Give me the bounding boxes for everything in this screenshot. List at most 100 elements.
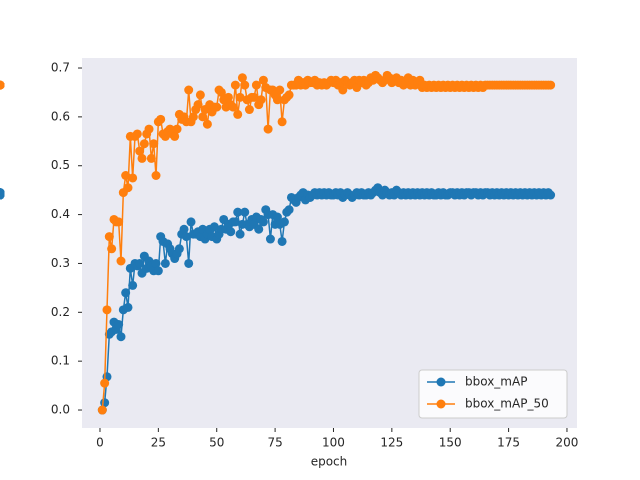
marker — [102, 305, 112, 315]
marker — [263, 124, 273, 134]
legend-marker — [436, 377, 446, 387]
y-tick-label: 0.7 — [51, 61, 70, 75]
marker — [151, 258, 161, 268]
y-tick-label: 0.3 — [51, 256, 70, 270]
marker — [275, 85, 285, 95]
marker — [235, 229, 245, 239]
marker — [226, 227, 236, 237]
marker — [240, 80, 250, 90]
marker — [172, 124, 182, 134]
marker — [186, 217, 196, 227]
marker — [151, 171, 161, 181]
marker — [121, 288, 131, 298]
marker — [249, 92, 259, 102]
marker — [223, 92, 233, 102]
marker — [135, 258, 145, 268]
marker — [230, 217, 240, 227]
marker — [546, 190, 556, 200]
x-tick-label: 150 — [439, 436, 462, 450]
marker — [0, 190, 5, 200]
y-tick-label: 0.6 — [51, 109, 70, 123]
marker — [123, 183, 133, 193]
marker — [235, 92, 245, 102]
y-tick-label: 0.0 — [51, 403, 70, 417]
marker — [258, 75, 268, 85]
marker — [156, 114, 166, 124]
marker — [284, 205, 294, 215]
marker — [146, 153, 156, 163]
marker — [272, 95, 282, 105]
legend-label: bbox_mAP — [465, 375, 527, 389]
marker — [254, 224, 264, 234]
marker — [100, 378, 110, 388]
marker — [123, 302, 133, 312]
marker — [160, 258, 170, 268]
marker — [114, 320, 124, 330]
marker — [277, 236, 287, 246]
y-tick-label: 0.2 — [51, 305, 70, 319]
marker — [209, 222, 219, 232]
marker — [107, 244, 117, 254]
marker — [251, 80, 261, 90]
marker — [184, 258, 194, 268]
marker — [233, 109, 243, 119]
marker — [0, 80, 5, 90]
marker — [195, 90, 205, 100]
marker — [202, 119, 212, 129]
y-tick-label: 0.1 — [51, 354, 70, 368]
marker — [153, 266, 163, 276]
marker — [97, 405, 107, 415]
x-tick-label: 25 — [151, 436, 166, 450]
marker — [170, 131, 180, 141]
marker — [188, 112, 198, 122]
marker — [116, 256, 126, 266]
marker — [149, 139, 159, 149]
marker — [174, 244, 184, 254]
x-tick-label: 75 — [267, 436, 282, 450]
marker — [121, 171, 131, 181]
x-tick-label: 175 — [497, 436, 520, 450]
x-tick-label: 200 — [556, 436, 579, 450]
marker — [277, 117, 287, 127]
marker — [144, 124, 154, 134]
marker — [240, 207, 250, 217]
marker — [116, 332, 126, 342]
marker — [265, 234, 275, 244]
marker — [256, 95, 266, 105]
legend-marker — [436, 399, 446, 409]
marker — [230, 80, 240, 90]
marker — [212, 102, 222, 112]
x-tick-label: 100 — [322, 436, 345, 450]
marker — [546, 80, 556, 90]
x-tick-label: 50 — [209, 436, 224, 450]
marker — [128, 280, 138, 290]
x-tick-label: 0 — [96, 436, 104, 450]
marker — [233, 207, 243, 217]
marker — [184, 85, 194, 95]
marker — [228, 102, 238, 112]
marker — [272, 212, 282, 222]
legend-box — [418, 369, 568, 419]
marker — [244, 105, 254, 115]
marker — [128, 173, 138, 183]
marker — [137, 153, 147, 163]
marker — [114, 217, 124, 227]
marker — [198, 112, 208, 122]
marker — [179, 224, 189, 234]
marker — [132, 129, 142, 139]
x-axis-label: epoch — [311, 455, 348, 469]
y-tick-label: 0.5 — [51, 158, 70, 172]
y-tick-label: 0.4 — [51, 207, 70, 221]
marker — [135, 146, 145, 156]
marker — [216, 87, 226, 97]
marker — [279, 217, 289, 227]
marker — [237, 73, 247, 83]
x-tick-label: 125 — [380, 436, 403, 450]
marker — [104, 232, 114, 242]
marker — [284, 90, 294, 100]
marker — [139, 139, 149, 149]
legend-label: bbox_mAP_50 — [465, 397, 549, 411]
marker — [193, 100, 203, 110]
